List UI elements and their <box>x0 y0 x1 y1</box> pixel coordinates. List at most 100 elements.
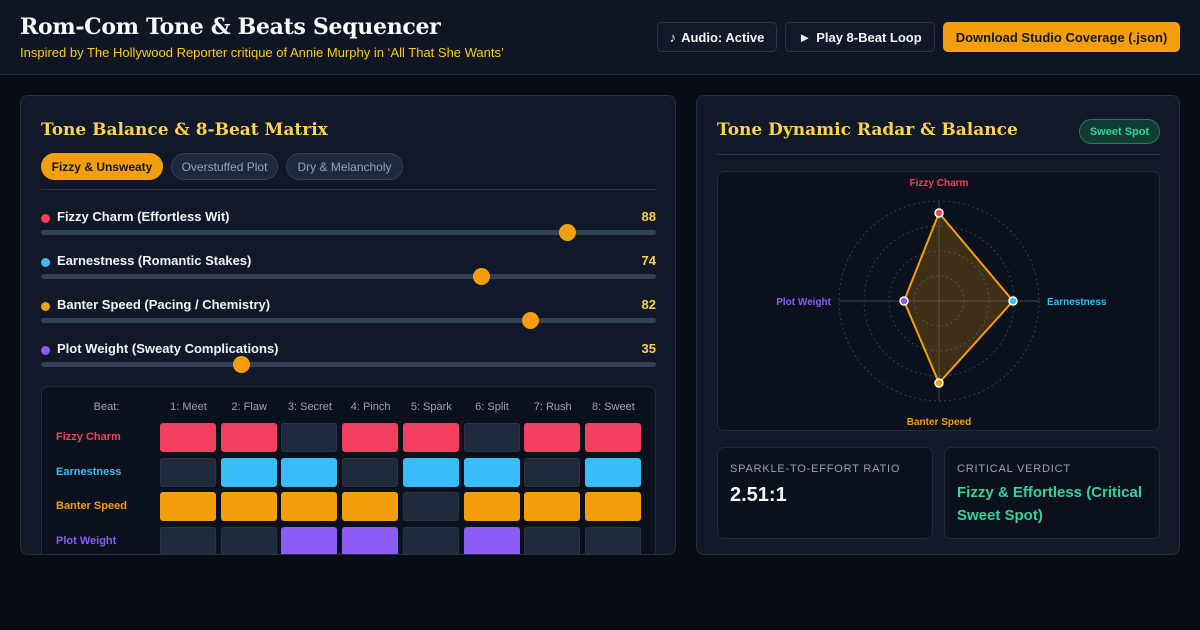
matrix-row-label: Fizzy Charm <box>56 431 121 443</box>
beat-cell-off[interactable] <box>402 492 459 521</box>
beat-cell-off[interactable] <box>584 526 641 554</box>
slider-value: 35 <box>641 341 656 356</box>
beat-cell-on[interactable] <box>463 526 520 554</box>
slider-value: 82 <box>641 297 656 312</box>
slider-track[interactable] <box>41 362 656 367</box>
beat-cell-on[interactable] <box>584 492 641 521</box>
beat-cell-on[interactable] <box>463 492 520 521</box>
radar-axis-label: Plot Weight <box>776 297 831 308</box>
beat-cell-off[interactable] <box>524 526 581 554</box>
radar-axis-label: Fizzy Charm <box>910 178 969 189</box>
slider-thumb[interactable] <box>522 312 540 329</box>
slider-thumb[interactable] <box>473 268 491 285</box>
radar-point <box>1008 296 1018 306</box>
beat-matrix: Beat: 1: Meet 2: Flaw 3: Secret 4: Pinch 5: … <box>41 386 656 554</box>
slider-track[interactable] <box>41 318 656 323</box>
matrix-row-label: Earnestness <box>56 465 122 478</box>
beat-cell-on[interactable] <box>463 457 520 487</box>
beat-cell-on[interactable] <box>160 423 216 452</box>
radar-chart: Fizzy Charm Earnestness Banter Speed Plot W… <box>776 178 1107 428</box>
download-button-label: Download Studio Coverage (.json) <box>955 29 1168 45</box>
slider-track[interactable] <box>41 274 656 279</box>
beat-cell-on[interactable] <box>402 423 459 452</box>
matrix-row-label: Plot Weight <box>56 534 117 547</box>
radar-point <box>934 378 944 388</box>
preset-chip[interactable]: Dry & Melancholy <box>286 153 403 180</box>
matrix-row-label: Banter Speed <box>56 500 127 512</box>
preset-chip[interactable]: Overstuffed Plot <box>171 153 278 180</box>
beat-header: 6: Split <box>475 401 509 413</box>
preset-chip[interactable]: Fizzy & Unsweaty <box>41 153 163 180</box>
radar-point <box>899 296 909 306</box>
beat-header: 8: Sweet <box>591 401 635 413</box>
status-badge: Sweet Spot <box>1079 119 1160 144</box>
app-header: Rom-Com Tone & Beats Sequencer Inspired … <box>0 0 1200 75</box>
audio-button-label: Audio: Active <box>681 29 765 45</box>
slider-track[interactable] <box>41 230 656 235</box>
tone-slider: Plot Weight (Sweaty Complications) 35 <box>41 341 656 377</box>
beat-cell-on[interactable] <box>584 457 641 487</box>
beat-cell-off[interactable] <box>524 457 581 487</box>
beat-header: 3: Secret <box>287 401 332 413</box>
slider-value: 88 <box>641 209 656 224</box>
radar-axis-label: Earnestness <box>1047 297 1107 308</box>
beat-header: 5: Spark <box>410 401 452 413</box>
download-coverage-button[interactable]: Download Studio Coverage (.json) <box>943 22 1180 52</box>
beat-cell-on[interactable] <box>402 457 459 487</box>
app-subtitle: Inspired by The Hollywood Reporter criti… <box>20 45 504 60</box>
beat-header: 1: Meet <box>170 401 207 413</box>
beat-cell-on[interactable] <box>281 526 338 554</box>
beat-cell-on[interactable] <box>342 526 399 554</box>
matrix-corner-label: Beat: <box>93 401 120 413</box>
color-dot-icon <box>41 302 50 311</box>
tone-balance-title: Tone Balance & 8-Beat Matrix <box>41 120 328 140</box>
beat-cell-off[interactable] <box>160 526 216 554</box>
color-dot-icon <box>41 258 50 267</box>
color-dot-icon <box>41 346 50 355</box>
radar-series-area <box>902 211 1015 385</box>
beat-cell-on[interactable] <box>220 492 277 521</box>
music-note-icon: ♪ <box>669 29 677 45</box>
radar-axis-label: Banter Speed <box>907 417 971 428</box>
tone-slider: Banter Speed (Pacing / Chemistry) 82 <box>41 297 656 333</box>
beat-cell-on[interactable] <box>524 492 581 521</box>
radar-chart-box: Fizzy Charm Earnestness Banter Speed Plot W… <box>717 171 1160 431</box>
beat-cell-off[interactable] <box>160 457 216 487</box>
slider-thumb[interactable] <box>233 356 251 373</box>
slider-thumb[interactable] <box>559 224 577 241</box>
tone-slider: Fizzy Charm (Effortless Wit) 88 <box>41 209 656 245</box>
beat-cell-off[interactable] <box>281 423 338 452</box>
beat-header: 7: Rush <box>533 401 572 413</box>
slider-label: Banter Speed (Pacing / Chemistry) <box>57 297 271 312</box>
beat-cell-on[interactable] <box>584 423 641 452</box>
radar-panel: Tone Dynamic Radar & Balance Sweet Spot … <box>696 95 1180 555</box>
radar-point <box>934 208 944 218</box>
color-dot-icon <box>41 214 50 223</box>
play-loop-button[interactable]: ► Play 8-Beat Loop <box>785 22 935 52</box>
tone-slider: Earnestness (Romantic Stakes) 74 <box>41 253 656 289</box>
beat-cell-on[interactable] <box>524 423 581 452</box>
beat-cell-on[interactable] <box>281 492 338 521</box>
beat-cell-on[interactable] <box>220 457 277 487</box>
beat-cell-off[interactable] <box>220 526 277 554</box>
verdict-label: CRITICAL VERDICT <box>957 463 1071 475</box>
beat-cell-off[interactable] <box>342 457 399 487</box>
beat-cell-off[interactable] <box>463 423 520 452</box>
beat-cell-on[interactable] <box>342 423 399 452</box>
beat-header: 4: Pinch <box>350 401 391 413</box>
beat-cell-on[interactable] <box>160 492 216 521</box>
divider <box>717 154 1160 155</box>
slider-value: 74 <box>641 253 656 268</box>
play-icon: ► <box>798 29 812 45</box>
beat-cell-on[interactable] <box>220 423 277 452</box>
slider-label: Fizzy Charm (Effortless Wit) <box>57 209 230 224</box>
audio-toggle-button[interactable]: ♪ Audio: Active <box>657 22 777 52</box>
tone-balance-panel: Tone Balance & 8-Beat Matrix Fizzy & Uns… <box>20 95 676 555</box>
verdict-value: Fizzy & Effortless (Critical Sweet Spot) <box>957 484 1143 524</box>
slider-label: Earnestness (Romantic Stakes) <box>57 253 252 268</box>
beat-header: 2: Flaw <box>231 401 267 413</box>
slider-label: Plot Weight (Sweaty Complications) <box>57 341 279 356</box>
beat-cell-on[interactable] <box>342 492 399 521</box>
beat-cell-on[interactable] <box>281 457 338 487</box>
beat-cell-off[interactable] <box>402 526 459 554</box>
